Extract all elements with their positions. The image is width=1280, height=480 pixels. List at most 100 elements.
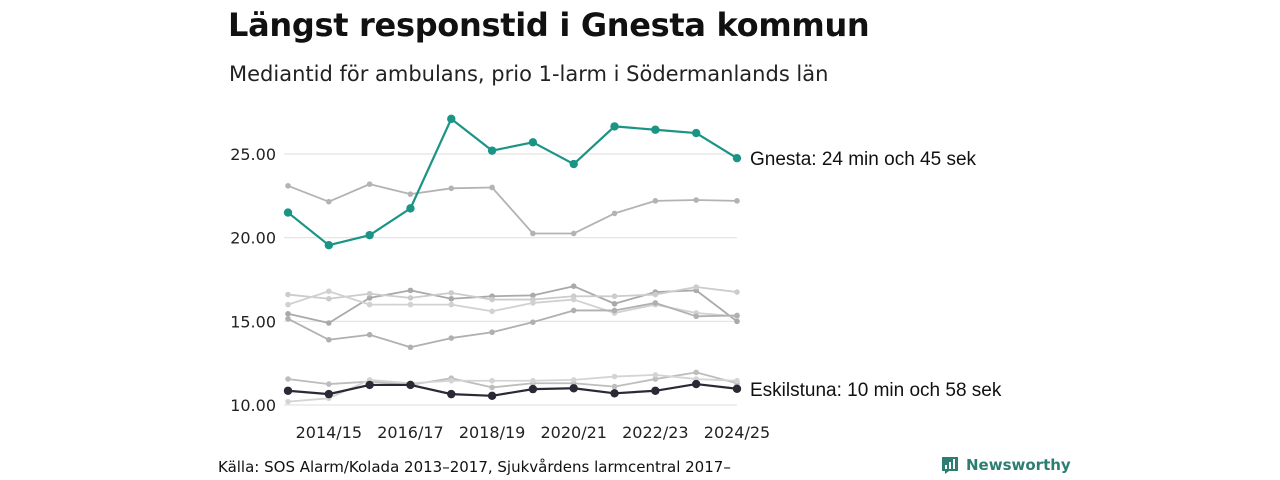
series-kommun-d-point	[489, 308, 495, 315]
x-tick-label: 2018/19	[459, 423, 525, 442]
series-kommun-a-point	[530, 230, 536, 237]
series-kommun-c-point	[285, 291, 291, 298]
series-kommun-g-point	[489, 377, 495, 384]
x-tick-label: 2016/17	[377, 423, 443, 442]
series-kommun-c-point	[448, 290, 455, 296]
series-eskilstuna-point	[569, 384, 578, 393]
series-gnesta-end-label: Gnesta: 24 min och 45 sek	[750, 149, 977, 170]
series-kommun-c-point	[611, 293, 618, 300]
series-kommun-b-point	[366, 295, 373, 301]
series-kommun-g-point	[285, 398, 291, 405]
series-kommun-f-point	[285, 376, 291, 382]
highlighted-series	[283, 114, 742, 400]
series-kommun-a	[285, 181, 740, 237]
series-kommun-b-point	[530, 292, 536, 299]
series-kommun-g	[285, 372, 740, 405]
series-kommun-e	[285, 300, 740, 351]
series-end-labels: Gnesta: 24 min och 45 sek Eskilstuna: 10 …	[750, 149, 1002, 401]
series-gnesta-point	[691, 128, 701, 138]
chart-subtitle: Mediantid för ambulans, prio 1-larm i Sö…	[229, 62, 829, 86]
y-axis-ticks: 10.00 15.00 20.00 25.00	[230, 145, 276, 415]
series-kommun-c-point	[366, 290, 373, 297]
x-tick-label: 2022/23	[622, 423, 688, 442]
series-gnesta-point	[324, 240, 334, 250]
series-kommun-e-point	[693, 313, 699, 320]
series-kommun-b	[285, 283, 740, 326]
series-kommun-e-point	[326, 336, 332, 343]
series-kommun-e-point	[489, 329, 495, 336]
series-kommun-f-point	[652, 376, 659, 382]
background-series	[285, 181, 740, 405]
chart-title: Längst responstid i Gnesta kommun	[228, 6, 870, 44]
series-eskilstuna-point	[406, 380, 415, 390]
y-tick-label: 10.00	[230, 396, 276, 415]
series-kommun-e-point	[448, 335, 455, 341]
series-kommun-e-point	[530, 319, 536, 325]
series-eskilstuna-point	[447, 389, 456, 399]
series-kommun-a-point	[611, 210, 618, 217]
series-kommun-g-point	[570, 377, 577, 383]
series-kommun-g-point	[652, 372, 659, 378]
series-kommun-e-point	[734, 312, 740, 319]
series-eskilstuna-point	[324, 389, 334, 399]
series-kommun-a-point	[407, 191, 414, 197]
series-kommun-d-point	[570, 296, 577, 303]
brand-name: Newsworthy	[966, 456, 1071, 474]
series-eskilstuna	[283, 379, 742, 400]
x-tick-label: 2024/25	[704, 423, 770, 442]
series-kommun-c	[285, 284, 740, 303]
series-kommun-d-point	[530, 300, 536, 306]
series-gnesta	[283, 114, 742, 250]
brand-logo: Newsworthy	[940, 455, 1071, 475]
series-gnesta-point	[487, 146, 497, 155]
series-eskilstuna-point	[365, 380, 374, 390]
series-kommun-a-point	[489, 184, 495, 191]
y-tick-label: 20.00	[230, 229, 276, 248]
series-kommun-a-point	[570, 230, 577, 237]
series-kommun-b-point	[734, 318, 740, 325]
x-tick-label: 2020/21	[540, 423, 606, 442]
series-eskilstuna-line	[287, 382, 738, 397]
series-eskilstuna-point	[528, 384, 538, 394]
series-kommun-f-point	[326, 381, 332, 387]
series-kommun-g-point	[734, 377, 740, 384]
gridlines	[284, 153, 737, 406]
x-axis-ticks: 2014/15 2016/17 2018/19 2020/21 2022/23 2024/…	[296, 423, 771, 442]
series-kommun-a-point	[652, 198, 659, 204]
series-gnesta-point	[447, 114, 456, 124]
y-tick-label: 15.00	[230, 312, 276, 331]
series-gnesta-point	[406, 204, 415, 213]
line-chart: 10.00 15.00 20.00 25.00 2014/15 2016/17 2018/…	[230, 114, 1002, 442]
series-kommun-d-point	[448, 301, 455, 308]
series-kommun-c-point	[326, 295, 332, 302]
series-kommun-a-point	[693, 197, 699, 203]
series-kommun-d-point	[326, 288, 332, 295]
series-kommun-e-line	[287, 302, 738, 349]
newsworthy-logo-icon	[942, 457, 958, 474]
series-gnesta-point	[610, 122, 619, 131]
source-note: Källa: SOS Alarm/Kolada 2013–2017, Sjukv…	[218, 458, 731, 476]
series-gnesta-point	[732, 153, 742, 163]
x-tick-label: 2014/15	[296, 423, 362, 442]
series-kommun-g-point	[448, 377, 455, 384]
series-eskilstuna-end-label: Eskilstuna: 10 min och 58 sek	[750, 380, 1002, 401]
series-kommun-d-point	[407, 301, 414, 308]
series-kommun-a-point	[285, 182, 291, 189]
series-eskilstuna-point	[283, 386, 293, 395]
series-kommun-b-point	[570, 283, 577, 289]
series-kommun-b-point	[448, 295, 455, 302]
series-kommun-d-point	[285, 301, 291, 308]
series-kommun-b-point	[285, 311, 291, 317]
series-kommun-d	[285, 288, 740, 320]
series-gnesta-point	[283, 208, 293, 217]
series-kommun-e-point	[652, 300, 659, 306]
series-kommun-c-point	[489, 296, 495, 303]
series-kommun-e-point	[285, 316, 291, 322]
series-kommun-e-point	[570, 307, 577, 314]
series-kommun-f-point	[693, 369, 699, 376]
series-eskilstuna-point	[610, 389, 619, 398]
series-kommun-b-point	[611, 300, 618, 307]
series-eskilstuna-point	[487, 391, 497, 400]
series-kommun-b-point	[407, 287, 414, 294]
series-kommun-b-point	[326, 320, 332, 326]
